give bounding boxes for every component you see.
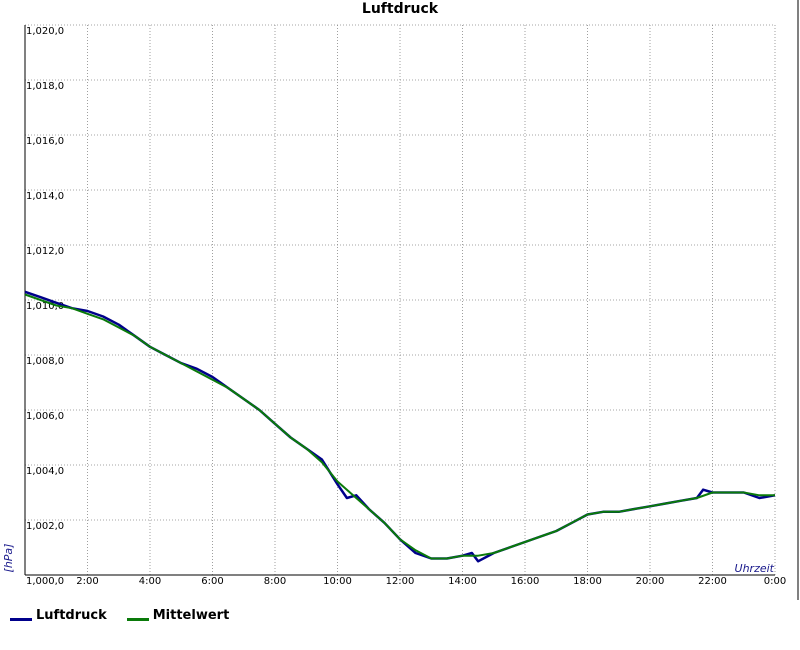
y-tick-label: 1,000,0 [26,576,64,587]
legend-swatch-luftdruck [10,617,32,621]
y-tick-label: 1,020,0 [26,26,64,37]
x-tick-label: 2:00 [76,576,98,587]
x-tick-label: 0:00 [764,576,786,587]
legend-item-mittelwert: Mittelwert [126,608,230,623]
legend-swatch-mittelwert [126,617,149,621]
y-tick-label: 1,018,0 [26,81,64,92]
y-tick-label: 1,014,0 [26,191,64,202]
x-tick-label: 18:00 [573,576,602,587]
legend-label-luftdruck: Luftdruck [36,608,107,623]
y-tick-label: 1,016,0 [26,136,64,147]
y-tick-label: 1,004,0 [26,466,64,477]
y-tick-label: 1,006,0 [26,411,64,422]
y-tick-label: 1,010,0 [26,301,64,312]
chart-title: Luftdruck [362,1,439,17]
x-tick-label: 16:00 [511,576,540,587]
y-tick-label: 1,002,0 [26,521,64,532]
chart-legend: Luftdruck Mittelwert [10,608,229,623]
x-axis-ticks: 2:00 4:00 6:00 8:00 10:00 12:00 14:00 16:00 18:0… [76,576,786,587]
chart-grid [25,24,776,576]
x-tick-label: 12:00 [386,576,415,587]
legend-item-luftdruck: Luftdruck [10,608,107,623]
x-tick-label: 14:00 [448,576,477,587]
legend-label-mittelwert: Mittelwert [152,608,230,623]
chart-axes [24,0,799,600]
chart-series [24,290,776,563]
x-tick-label: 8:00 [264,576,286,587]
series-line-mittelwert [24,293,775,560]
x-axis-label: Uhrzeit [735,562,775,575]
x-tick-label: 4:00 [139,576,161,587]
y-tick-label: 1,012,0 [26,246,64,257]
x-tick-label: 22:00 [698,576,727,587]
y-axis-ticks: 1,000,0 1,002,0 1,004,0 1,006,0 1,008,0 1,010… [26,26,64,587]
x-tick-label: 10:00 [323,576,352,587]
y-axis-label: [hPa] [2,544,15,573]
x-tick-label: 6:00 [201,576,223,587]
y-tick-label: 1,008,0 [26,356,64,367]
x-tick-label: 20:00 [636,576,665,587]
